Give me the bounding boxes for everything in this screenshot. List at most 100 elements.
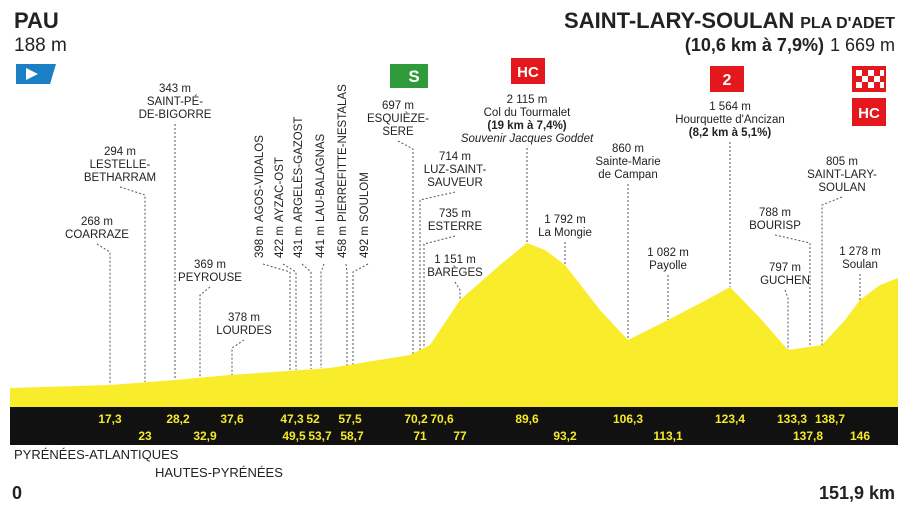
cat2-label: 2 <box>723 72 732 89</box>
waypoint-label: 422 m AYZAC-OST <box>274 157 286 258</box>
km-label: 53,7 <box>308 429 332 443</box>
waypoint-text: AYZAC-OST <box>274 157 286 222</box>
waypoint-text: 860 m <box>612 143 644 155</box>
waypoint-text: SAUVEUR <box>427 177 483 189</box>
sprint-label: S <box>408 67 419 86</box>
waypoint-text: 797 m <box>769 262 801 274</box>
km-label: 146 <box>850 429 870 443</box>
waypoint-text: 343 m <box>159 83 191 95</box>
waypoint-text: ESTERRE <box>428 221 483 233</box>
waypoint-text: AGOS-VIDALOS <box>254 135 266 222</box>
waypoint-label: 492 m SOULOM <box>359 172 371 258</box>
hc-label: HC <box>517 64 539 81</box>
waypoint-text: 268 m <box>81 216 113 228</box>
leader-line <box>231 339 245 375</box>
waypoint-label: 458 m PIERREFITTE-NESTALAS <box>337 84 349 258</box>
waypoint-text: 1 564 m <box>709 101 751 113</box>
leader-line <box>301 263 312 369</box>
leader-line <box>199 286 211 378</box>
km-label: 52 <box>306 412 320 426</box>
km-label: 23 <box>138 429 152 443</box>
leader-line <box>119 186 146 382</box>
waypoint-text: 788 m <box>759 207 791 219</box>
finish-title: SAINT-LARY-SOULAN PLA D'ADET <box>564 8 895 33</box>
start-km: 0 <box>12 483 22 503</box>
waypoint-text: 369 m <box>194 259 226 271</box>
waypoint-text: 1 151 m <box>434 254 476 266</box>
km-band <box>10 407 898 445</box>
waypoint-text: PIERREFITTE-NESTALAS <box>337 84 349 222</box>
waypoint-text: La Mongie <box>538 227 592 239</box>
km-label: 113,1 <box>653 429 683 443</box>
waypoint-text: Payolle <box>649 260 687 272</box>
leader-lines <box>96 124 861 385</box>
km-label: 32,9 <box>193 429 217 443</box>
leader-line <box>96 243 111 385</box>
waypoint-text: ESQUIÈZE- <box>367 112 429 125</box>
waypoint-text: DE-BIGORRE <box>139 109 212 121</box>
waypoint-text: BETHARRAM <box>84 172 156 184</box>
waypoint-text: 294 m <box>104 146 136 158</box>
waypoint-text: 697 m <box>382 100 414 112</box>
km-label: 106,3 <box>613 412 643 426</box>
waypoint-text: (19 km à 7,4%) <box>487 120 566 132</box>
leader-line <box>397 140 414 356</box>
km-label: 28,2 <box>166 412 190 426</box>
waypoint-text: SAINT-LARY- <box>807 169 877 181</box>
department: HAUTES-PYRÉNÉES <box>155 465 283 480</box>
waypoint-text: Hourquette d'Ancizan <box>675 114 785 126</box>
cat2-icon <box>710 66 744 92</box>
finish-name: SAINT-LARY-SOULAN <box>564 8 794 33</box>
waypoint-text: 422 m <box>274 226 286 258</box>
waypoint-text: Sainte-Marie <box>595 156 660 168</box>
waypoint-text: SERE <box>382 126 414 138</box>
km-label: 37,6 <box>220 412 244 426</box>
leader-line <box>784 289 789 350</box>
waypoint-text: 735 m <box>439 208 471 220</box>
finish-altitude: 1 669 m <box>830 35 895 55</box>
waypoint-text: de Campan <box>598 169 657 181</box>
km-markers: 17,3 23 28,232,937,6 47,3 49,552 53,7 57,5 58,7… <box>98 412 870 443</box>
waypoint-text: SOULAN <box>818 182 865 194</box>
waypoint-text: Souvenir Jacques Goddet <box>461 133 594 145</box>
waypoint-text: 805 m <box>826 156 858 168</box>
waypoint-text: 431 m <box>293 226 305 258</box>
km-label: 89,6 <box>515 412 539 426</box>
waypoint-text: 492 m <box>359 226 371 258</box>
km-label: 71 <box>413 429 427 443</box>
finish-hc-label: HC <box>858 105 880 122</box>
waypoint-label: 398 m AGOS-VIDALOS <box>254 135 266 258</box>
waypoint-text: BOURISP <box>749 220 801 232</box>
waypoint-text: LAU-BALAGNAS <box>315 134 327 223</box>
km-label: 138,7 <box>815 412 845 426</box>
leader-line <box>774 234 811 347</box>
waypoint-text: 378 m <box>228 312 260 324</box>
km-label: 123,4 <box>715 412 745 426</box>
waypoint-text: LUZ-SAINT- <box>424 164 487 176</box>
km-label: 133,3 <box>777 412 807 426</box>
leader-line <box>262 263 291 371</box>
waypoint-text: 714 m <box>439 151 471 163</box>
checkers <box>856 70 884 88</box>
waypoint-text: 441 m <box>315 226 327 258</box>
waypoint-text: Soulan <box>842 259 878 271</box>
waypoint-text: PEYROUSE <box>178 272 242 284</box>
finish-climb-line: (10,6 km à 7,9%) 1 669 m <box>685 35 895 55</box>
km-label: 47,3 <box>280 412 304 426</box>
finish-sub: PLA D'ADET <box>800 15 895 32</box>
waypoint-text: ARGELÈS-GAZOST <box>292 117 305 222</box>
leader-line <box>423 235 456 351</box>
km-label: 49,5 <box>282 429 306 443</box>
waypoint-text: COARRAZE <box>65 229 129 241</box>
finish-climb: (10,6 km à 7,9%) <box>685 35 824 55</box>
waypoint-text: 1 278 m <box>839 246 881 258</box>
sprint-icon <box>390 64 428 88</box>
km-label: 57,5 <box>338 412 362 426</box>
km-label: 93,2 <box>553 429 577 443</box>
profile-area <box>10 243 898 407</box>
waypoint-text: BARÈGES <box>427 266 483 279</box>
leader-line <box>454 281 461 300</box>
km-label: 70,6 <box>430 412 454 426</box>
leader-line <box>282 263 297 370</box>
